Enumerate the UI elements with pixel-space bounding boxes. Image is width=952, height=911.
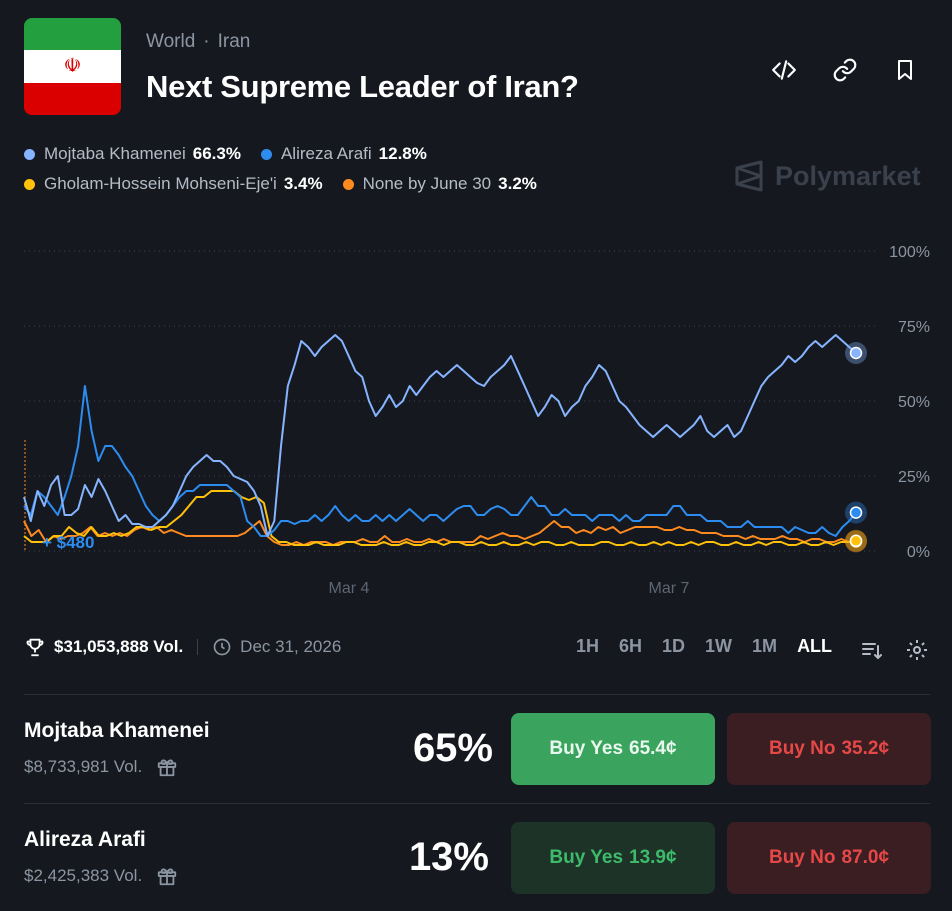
- legend-pct: 66.3%: [192, 144, 241, 163]
- chart-grid: [24, 250, 875, 552]
- series-line: [23, 490, 857, 546]
- page-title: Next Supreme Leader of Iran?: [146, 69, 579, 104]
- range-1m[interactable]: 1M: [752, 636, 778, 656]
- series-end-point: [849, 346, 863, 360]
- gift-icon[interactable]: [156, 756, 178, 778]
- legend-name: None by June 30: [362, 174, 492, 193]
- outcome-name: Mojtaba Khamenei: [24, 719, 210, 742]
- gear-icon[interactable]: [904, 637, 930, 663]
- legend-dot: [24, 178, 35, 190]
- legend-dot: [260, 148, 272, 160]
- breadcrumb: World · Iran: [146, 31, 251, 52]
- series-line: [23, 385, 857, 537]
- legend-row-2: Gholam-Hossein Mohseni-Eje'i 3.4% None by…: [24, 174, 557, 194]
- x-axis-labels: Mar 4 Mar 7: [329, 580, 690, 597]
- y-tick-label: 0%: [907, 544, 930, 561]
- link-icon[interactable]: [830, 55, 860, 85]
- time-range-selector: 1H 6H 1D 1W 1M ALL: [576, 636, 852, 657]
- chart-lines: [23, 334, 867, 553]
- chart-annotation: + $480: [42, 533, 94, 552]
- outcome-probability: 13%: [408, 835, 489, 879]
- legend-name: Gholam-Hossein Mohseni-Eje'i: [44, 174, 277, 193]
- series-line: [23, 334, 857, 537]
- legend-item: Alireza Arafi 12.8%: [260, 144, 427, 164]
- embed-icon[interactable]: [769, 55, 799, 85]
- y-tick-label: 100%: [889, 244, 930, 261]
- total-volume: $31,053,888 Vol.: [54, 637, 184, 656]
- divider: [24, 694, 930, 695]
- buy-no-button[interactable]: Buy No 87.0¢: [727, 822, 931, 894]
- bookmark-icon[interactable]: [890, 55, 920, 85]
- y-tick-label: 25%: [898, 469, 930, 486]
- trophy-icon: [26, 638, 44, 657]
- range-1w[interactable]: 1W: [705, 636, 733, 656]
- legend-pct: 3.4%: [283, 174, 323, 193]
- legend-item: Gholam-Hossein Mohseni-Eje'i 3.4%: [24, 174, 323, 194]
- legend-pct: 3.2%: [498, 174, 537, 193]
- legend-item: Mojtaba Khamenei 66.3%: [24, 144, 241, 164]
- legend-item: None by June 30 3.2%: [342, 174, 537, 194]
- legend-dot: [342, 178, 354, 190]
- polymarket-watermark: Polymarket: [733, 160, 921, 192]
- legend-row-1: Mojtaba Khamenei 66.3% Alireza Arafi 12.8%: [24, 144, 447, 164]
- series-end-point: [849, 506, 863, 519]
- y-tick-label: 50%: [898, 394, 930, 411]
- legend-name: Alireza Arafi: [280, 144, 372, 163]
- market-meta: $31,053,888 Vol. Dec 31, 2026: [24, 636, 341, 658]
- range-all[interactable]: ALL: [797, 636, 833, 656]
- buy-yes-button[interactable]: Buy Yes 13.9¢: [511, 822, 715, 894]
- y-axis-labels: 100% 75% 50% 25% 0%: [889, 244, 930, 561]
- legend-pct: 12.8%: [378, 144, 427, 163]
- series-end-point: [849, 534, 863, 548]
- divider: [24, 803, 930, 804]
- breadcrumb-world[interactable]: World: [146, 31, 196, 52]
- sort-icon[interactable]: [859, 637, 885, 663]
- legend-dot: [24, 148, 35, 160]
- iran-flag-image: ☫: [24, 18, 121, 115]
- x-tick-label: Mar 7: [649, 580, 690, 597]
- outcome-name: Alireza Arafi: [24, 828, 146, 851]
- series-line: [23, 520, 857, 546]
- end-date: Dec 31, 2026: [240, 637, 342, 656]
- legend-name: Mojtaba Khamenei: [44, 144, 186, 163]
- outcome-probability: 65%: [412, 726, 493, 770]
- range-1d[interactable]: 1D: [662, 636, 686, 656]
- price-chart: 100% 75% 50% 25% 0% Mar 4 Mar 7 + $480: [23, 244, 930, 597]
- polymarket-logo-icon: [735, 160, 763, 192]
- breadcrumb-iran[interactable]: Iran: [217, 31, 251, 52]
- emblem-icon: ☫: [63, 55, 82, 78]
- x-tick-label: Mar 4: [329, 580, 370, 597]
- outcome-volume: $8,733,981 Vol.: [24, 756, 178, 778]
- buy-no-button[interactable]: Buy No 35.2¢: [727, 713, 931, 785]
- outcome-volume: $2,425,383 Vol.: [24, 865, 178, 887]
- y-tick-label: 75%: [898, 319, 930, 336]
- gift-icon[interactable]: [156, 865, 178, 887]
- range-1h[interactable]: 1H: [576, 636, 600, 656]
- buy-yes-button[interactable]: Buy Yes 65.4¢: [511, 713, 715, 785]
- clock-icon: [213, 638, 231, 656]
- range-6h[interactable]: 6H: [619, 636, 643, 656]
